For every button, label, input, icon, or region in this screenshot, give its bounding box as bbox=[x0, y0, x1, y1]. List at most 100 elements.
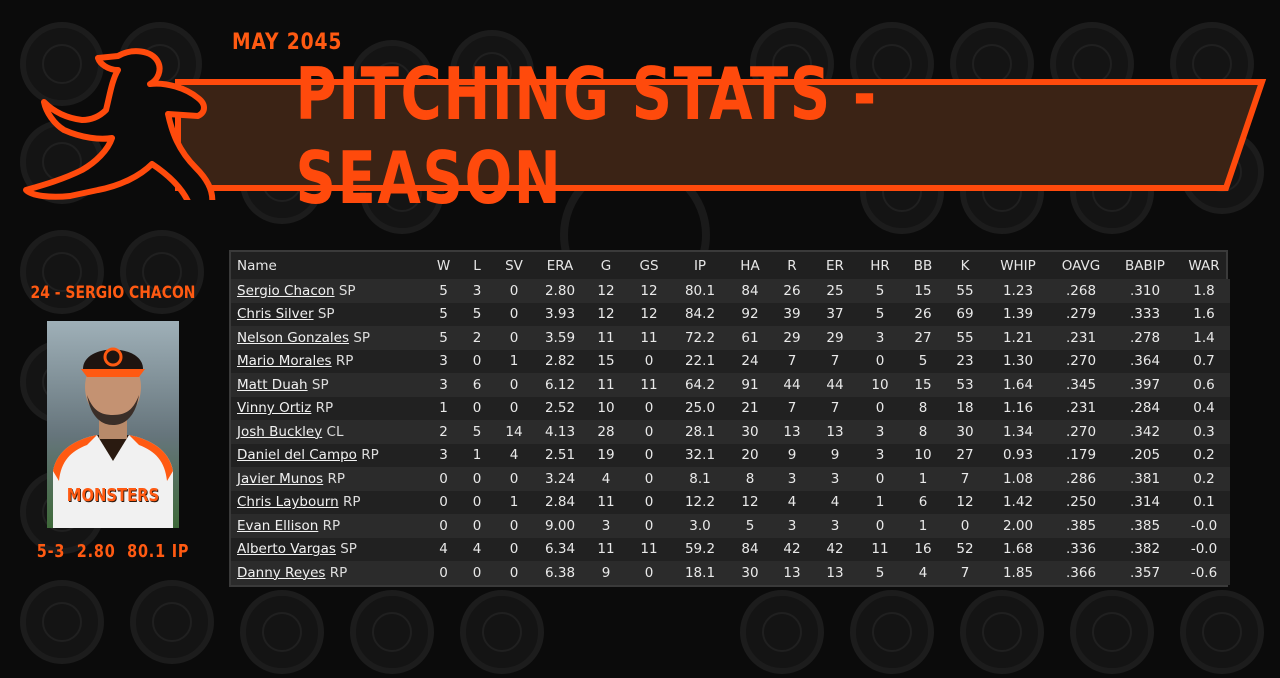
player-position: RP bbox=[356, 447, 379, 464]
column-header-hr[interactable]: HR bbox=[870, 257, 890, 274]
stat-cell-whip: 1.16 bbox=[986, 396, 1050, 420]
stat-cell-g: 28 bbox=[586, 420, 626, 444]
stat-cell-g: 11 bbox=[586, 537, 626, 561]
stat-cell-w: 2 bbox=[427, 420, 460, 444]
column-header-war[interactable]: WAR bbox=[1188, 257, 1220, 274]
stat-cell-gs: 0 bbox=[626, 396, 672, 420]
stat-cell-r: 26 bbox=[772, 279, 812, 303]
stat-cell-l: 0 bbox=[460, 561, 494, 585]
column-header-ha[interactable]: HA bbox=[740, 257, 760, 274]
stat-cell-gs: 12 bbox=[626, 279, 672, 303]
stat-cell-era: 4.13 bbox=[534, 420, 586, 444]
player-link[interactable]: Nelson Gonzales bbox=[237, 329, 350, 346]
stat-cell-bb: 1 bbox=[902, 467, 944, 491]
stat-cell-bb: 16 bbox=[902, 537, 944, 561]
stat-cell-babip: .381 bbox=[1112, 467, 1178, 491]
player-link[interactable]: Javier Munos bbox=[237, 470, 324, 487]
team-logo-icon bbox=[960, 590, 1044, 674]
player-link[interactable]: Chris Laybourn bbox=[237, 494, 339, 511]
column-header-babip[interactable]: BABIP bbox=[1125, 257, 1165, 274]
column-header-er[interactable]: ER bbox=[826, 257, 844, 274]
table-row: Danny Reyes RP 0 0 0 6.38 9 0 18.1 30 13 13 5 4 7 1.85… bbox=[231, 561, 1230, 585]
stat-cell-ha: 30 bbox=[728, 420, 772, 444]
stat-cell-w: 4 bbox=[427, 537, 460, 561]
team-logo-icon bbox=[740, 590, 824, 674]
stat-cell-era: 2.82 bbox=[534, 349, 586, 373]
stat-cell-whip: 1.30 bbox=[986, 349, 1050, 373]
stat-cell-sv: 0 bbox=[494, 279, 534, 303]
stat-cell-oavg: .231 bbox=[1050, 396, 1112, 420]
stat-cell-babip: .310 bbox=[1112, 279, 1178, 303]
player-name-cell: Javier Munos RP bbox=[231, 467, 427, 491]
column-header-l[interactable]: L bbox=[473, 257, 481, 274]
team-logo-icon bbox=[240, 590, 324, 674]
stat-cell-sv: 1 bbox=[494, 490, 534, 514]
player-link[interactable]: Danny Reyes bbox=[237, 564, 326, 581]
stat-cell-oavg: .336 bbox=[1050, 537, 1112, 561]
column-header-gs[interactable]: GS bbox=[639, 257, 659, 274]
column-header-k[interactable]: K bbox=[960, 257, 970, 274]
team-logo-icon bbox=[20, 230, 104, 314]
column-header-w[interactable]: W bbox=[436, 257, 451, 274]
player-link[interactable]: Vinny Ortiz bbox=[237, 400, 312, 417]
stat-cell-gs: 0 bbox=[626, 443, 672, 467]
stat-cell-sv: 0 bbox=[494, 373, 534, 397]
column-header-whip[interactable]: WHIP bbox=[1000, 257, 1036, 274]
stat-cell-hr: 0 bbox=[858, 396, 902, 420]
stat-cell-bb: 6 bbox=[902, 490, 944, 514]
stat-cell-w: 0 bbox=[427, 514, 460, 538]
stat-cell-g: 11 bbox=[586, 490, 626, 514]
stat-cell-w: 5 bbox=[427, 302, 460, 326]
player-link[interactable]: Chris Silver bbox=[237, 306, 314, 323]
stat-cell-ha: 20 bbox=[728, 443, 772, 467]
stat-cell-k: 53 bbox=[944, 373, 986, 397]
stat-cell-ha: 12 bbox=[728, 490, 772, 514]
stat-cell-w: 0 bbox=[427, 561, 460, 585]
table-row: Josh Buckley CL 2 5 14 4.13 28 0 28.1 30 13 13 3 8 30… bbox=[231, 420, 1230, 444]
stat-cell-whip: 1.85 bbox=[986, 561, 1050, 585]
stat-cell-hr: 5 bbox=[858, 302, 902, 326]
player-link[interactable]: Daniel del Campo bbox=[237, 447, 357, 464]
stat-cell-g: 11 bbox=[586, 326, 626, 350]
stat-cell-gs: 11 bbox=[626, 373, 672, 397]
stat-cell-l: 3 bbox=[460, 279, 494, 303]
column-header-era[interactable]: ERA bbox=[546, 257, 574, 274]
stat-cell-bb: 4 bbox=[902, 561, 944, 585]
player-position: SP bbox=[313, 306, 335, 323]
player-link[interactable]: Evan Ellison bbox=[237, 517, 319, 534]
stat-cell-babip: .385 bbox=[1112, 514, 1178, 538]
column-header-ip[interactable]: IP bbox=[693, 257, 707, 274]
stat-cell-war: -0.0 bbox=[1178, 537, 1230, 561]
column-header-name[interactable]: Name bbox=[237, 257, 277, 274]
player-link[interactable]: Matt Duah bbox=[237, 376, 308, 393]
stat-cell-ha: 84 bbox=[728, 537, 772, 561]
stat-cell-oavg: .250 bbox=[1050, 490, 1112, 514]
stat-cell-r: 13 bbox=[772, 561, 812, 585]
table-row: Vinny Ortiz RP 1 0 0 2.52 10 0 25.0 21 7 7 0 8 18 1.16… bbox=[231, 396, 1230, 420]
stat-cell-gs: 0 bbox=[626, 490, 672, 514]
player-link[interactable]: Sergio Chacon bbox=[237, 282, 335, 299]
stat-cell-sv: 0 bbox=[494, 514, 534, 538]
stat-cell-er: 42 bbox=[812, 537, 858, 561]
stat-cell-ip: 28.1 bbox=[672, 420, 728, 444]
stat-cell-ip: 32.1 bbox=[672, 443, 728, 467]
player-link[interactable]: Josh Buckley bbox=[237, 423, 323, 440]
stat-cell-ha: 61 bbox=[728, 326, 772, 350]
stat-cell-hr: 10 bbox=[858, 373, 902, 397]
column-header-r[interactable]: R bbox=[787, 257, 797, 274]
stat-cell-sv: 4 bbox=[494, 443, 534, 467]
stat-cell-ip: 64.2 bbox=[672, 373, 728, 397]
stat-cell-k: 55 bbox=[944, 326, 986, 350]
stat-cell-war: 0.1 bbox=[1178, 490, 1230, 514]
column-header-bb[interactable]: BB bbox=[913, 257, 933, 274]
column-header-g[interactable]: G bbox=[600, 257, 612, 274]
player-link[interactable]: Mario Morales bbox=[237, 353, 332, 370]
stat-cell-gs: 11 bbox=[626, 326, 672, 350]
column-header-oavg[interactable]: OAVG bbox=[1061, 257, 1101, 274]
column-header-sv[interactable]: SV bbox=[505, 257, 523, 274]
stat-cell-g: 11 bbox=[586, 373, 626, 397]
stat-cell-hr: 0 bbox=[858, 349, 902, 373]
player-link[interactable]: Alberto Vargas bbox=[237, 541, 336, 558]
stat-cell-babip: .342 bbox=[1112, 420, 1178, 444]
stat-cell-w: 1 bbox=[427, 396, 460, 420]
